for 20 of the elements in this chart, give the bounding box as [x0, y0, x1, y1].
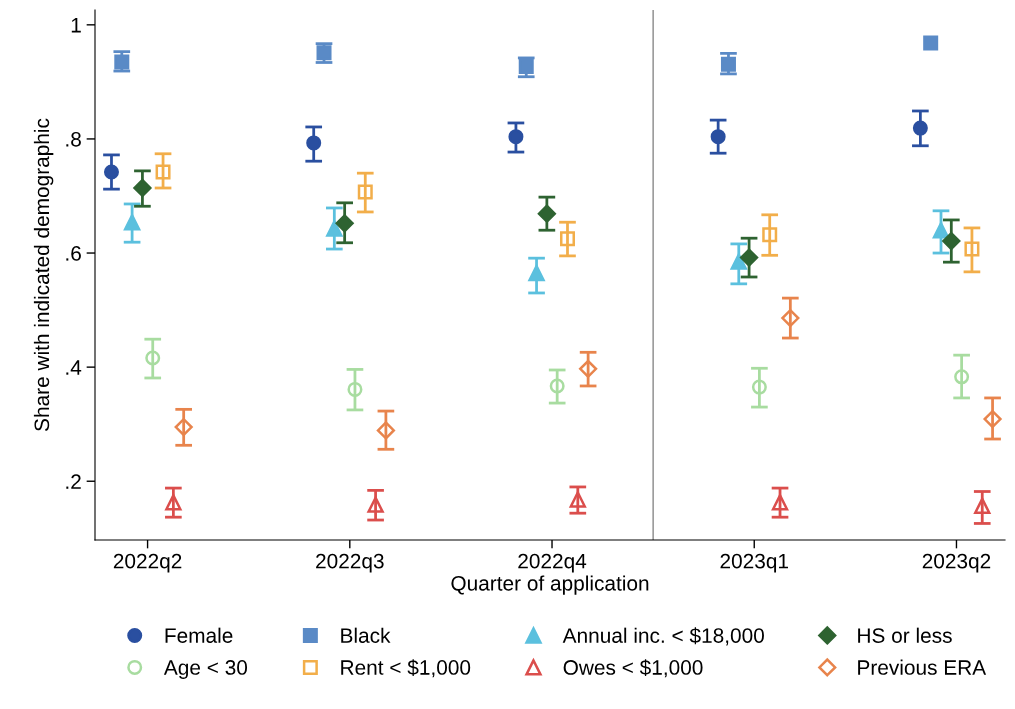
legend-label: Rent < $1,000 [341, 659, 471, 678]
y-axis-title: Share with indicated demographic [33, 118, 54, 431]
legend-label: Black [341, 627, 391, 643]
legend-label: Age < 30 [163, 660, 248, 679]
legend-label: Annual inc. < $18,000 [562, 627, 764, 646]
x-tick-label: 2022q2 [113, 553, 182, 573]
legend-label: Female [165, 627, 233, 643]
y-tick-label: .2 [66, 474, 81, 489]
y-tick-label: .8 [66, 131, 81, 147]
x-tick-label: 2023q2 [922, 553, 991, 573]
x-tick-label: 2023q1 [720, 553, 788, 573]
legend-label: HS or less [858, 627, 952, 643]
legend-label: Owes < $1,000 [563, 659, 703, 678]
y-tick-label: .4 [66, 360, 82, 375]
x-axis-title: Quarter of application [451, 575, 649, 595]
x-tick-label: 2022q4 [518, 553, 587, 573]
y-tick-label: 1 [71, 18, 81, 33]
legend-label: Previous ERA [858, 659, 987, 675]
y-tick-label: .6 [66, 246, 81, 261]
x-tick-label: 2022q3 [316, 553, 384, 573]
